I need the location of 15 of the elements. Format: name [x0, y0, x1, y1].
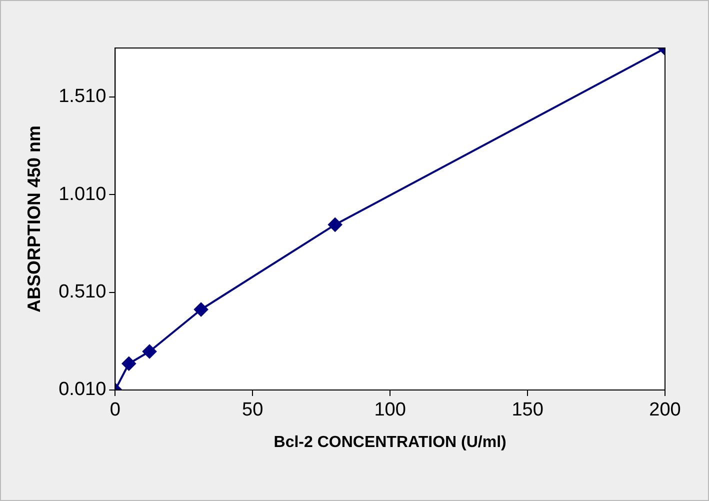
- x-axis-title: Bcl-2 CONCENTRATION (U/ml): [274, 434, 506, 451]
- x-tick-label: 50: [242, 400, 264, 421]
- point: [122, 356, 136, 371]
- point: [142, 344, 157, 358]
- point: [194, 302, 208, 316]
- x-tick-label: 150: [512, 400, 544, 421]
- x-tick-label: 200: [649, 400, 681, 421]
- point: [328, 218, 342, 232]
- x-tick-label: 0: [110, 400, 120, 421]
- y-tick-label: 0.010: [58, 379, 106, 400]
- y-tick-label: 1.010: [58, 184, 106, 205]
- y-axis-title: ABSORPTION 450 nm: [24, 125, 44, 313]
- x-tick-label: 100: [374, 400, 406, 421]
- y-tick-label: 1.510: [58, 86, 106, 108]
- y-tick-label: 0.510: [58, 282, 106, 303]
